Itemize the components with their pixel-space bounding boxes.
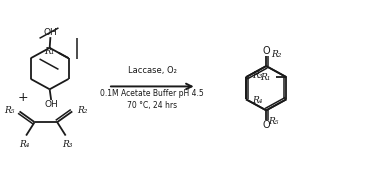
- Text: R₂: R₂: [77, 105, 88, 114]
- Text: R₅: R₅: [268, 117, 278, 126]
- Text: R₄: R₄: [19, 140, 29, 149]
- Text: R₃: R₃: [62, 140, 73, 149]
- Text: R₂: R₂: [271, 50, 282, 59]
- Text: OH: OH: [44, 100, 58, 109]
- Text: R₁: R₁: [44, 47, 54, 56]
- Text: R₄: R₄: [252, 96, 262, 105]
- Text: R₅: R₅: [4, 105, 15, 114]
- Text: O: O: [262, 120, 270, 130]
- Text: 0.1M Acetate Buffer pH 4.5: 0.1M Acetate Buffer pH 4.5: [101, 89, 204, 98]
- Text: +: +: [17, 91, 28, 104]
- Text: 70 °C, 24 hrs: 70 °C, 24 hrs: [127, 102, 177, 111]
- Text: OH: OH: [43, 28, 57, 37]
- Text: O: O: [262, 46, 270, 56]
- Text: R₁: R₁: [260, 73, 271, 82]
- Text: R₃: R₃: [252, 71, 262, 80]
- Text: Laccase, O₂: Laccase, O₂: [128, 66, 177, 75]
